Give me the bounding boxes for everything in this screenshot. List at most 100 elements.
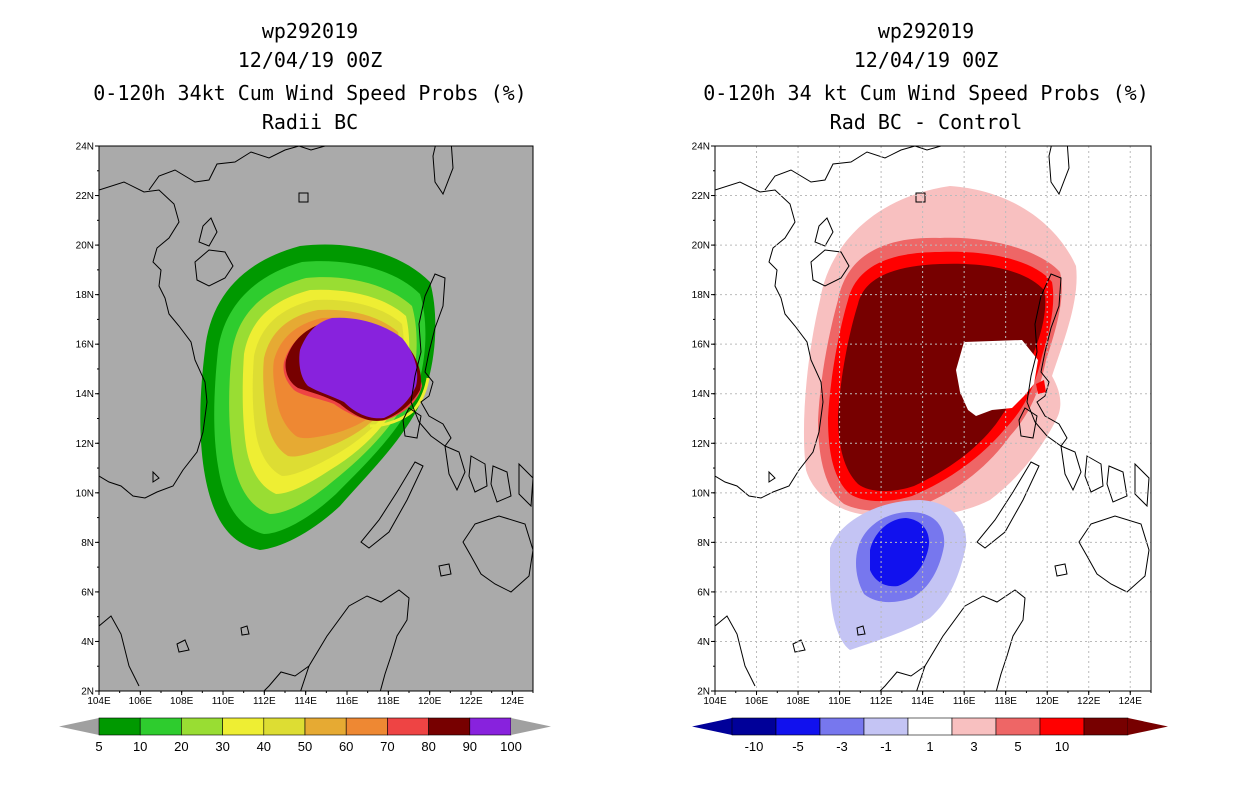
right-lat-label: 6N (697, 587, 710, 598)
right-contour-pos-small (1036, 380, 1046, 394)
right-colorbar-swatch (995, 717, 1041, 736)
left-colorbar-swatch (304, 717, 347, 736)
right-lon-label: 112E (870, 696, 893, 707)
left-colorbar-swatch (98, 717, 141, 736)
right-contour-neg-5 (870, 518, 930, 587)
right-lon-label: 118E (994, 696, 1017, 707)
left-title-product: 0-120h 34kt Cum Wind Speed Probs (%) (93, 81, 527, 105)
left-colorbar-high-arrow (511, 718, 551, 735)
left-lat-label: 24N (76, 142, 94, 153)
right-lat-label: 20N (692, 241, 710, 252)
left-contour-90-100 (299, 317, 418, 419)
left-colorbar-swatch (345, 717, 388, 736)
left-colorbar: 5 10 20 30 40 50 60 70 80 90 100 (59, 717, 551, 754)
left-colorbar-label: 100 (500, 739, 522, 754)
left-lat-label: 22N (76, 191, 94, 202)
right-map: 2N 4N 6N 8N 10N 12N 14N 16N 18N 20N 22N 24N 104E 106E… (692, 142, 1152, 707)
right-lon-label: 108E (786, 696, 810, 707)
right-colorbar-low-arrow (692, 718, 732, 735)
right-lat-label: 10N (692, 488, 710, 499)
left-lon-label: 122E (459, 696, 483, 707)
right-title: wp292019 12/04/19 00Z 0-120h 34 kt Cum W… (686, 17, 1166, 137)
right-colorbar-label: -10 (745, 739, 764, 754)
right-lat-label: 12N (692, 439, 710, 450)
left-lon-label: 118E (377, 696, 400, 707)
left-colorbar-label: 80 (421, 739, 435, 754)
right-colorbar-swatch (819, 717, 865, 736)
left-title-id: wp292019 (261, 19, 359, 43)
right-difference-field (715, 146, 1151, 691)
left-lon-label: 106E (129, 696, 153, 707)
left-colorbar-low-arrow (59, 718, 99, 735)
left-title-date: 12/04/19 00Z (237, 48, 383, 72)
right-lat-label: 4N (697, 637, 710, 648)
right-lon-label: 106E (745, 696, 769, 707)
left-colorbar-swatch (469, 717, 512, 736)
right-colorbar-swatch (1039, 717, 1085, 736)
right-colorbar-label: 1 (926, 739, 933, 754)
left-axis-ticks: 2N 4N 6N 8N 10N 12N 14N 16N 18N 20N 22N 24N 104E 106E… (76, 142, 534, 707)
left-colorbar-swatch (263, 717, 306, 736)
right-lat-label: 2N (697, 687, 710, 698)
right-colorbar-swatch (863, 717, 909, 736)
right-lon-label: 120E (1036, 696, 1060, 707)
left-lon-label: 104E (87, 696, 111, 707)
left-probability-field (99, 146, 533, 691)
right-title-id: wp292019 (877, 19, 975, 43)
left-colorbar-label: 30 (215, 739, 229, 754)
left-lon-label: 114E (294, 696, 317, 707)
left-lon-label: 124E (501, 696, 525, 707)
left-colorbar-swatch (139, 717, 182, 736)
left-lon-label: 112E (253, 696, 276, 707)
right-lon-label: 122E (1077, 696, 1101, 707)
left-colorbar-swatch (181, 717, 223, 736)
left-lat-label: 16N (76, 340, 94, 351)
right-colorbar-label: 3 (970, 739, 977, 754)
left-colorbar-label: 60 (339, 739, 353, 754)
right-colorbar-high-arrow (1128, 718, 1168, 735)
left-lat-label: 20N (76, 241, 94, 252)
right-lon-label: 116E (953, 696, 976, 707)
left-colorbar-label: 50 (298, 739, 312, 754)
right-hole-white (956, 340, 1038, 416)
right-title-subtitle: Rad BC - Control (829, 110, 1023, 134)
left-colorbar-label: 5 (95, 739, 102, 754)
right-title-date: 12/04/19 00Z (853, 48, 999, 72)
left-colorbar-label: 10 (133, 739, 147, 754)
right-lon-label: 114E (911, 696, 934, 707)
left-lon-label: 108E (170, 696, 194, 707)
right-lon-label: 110E (828, 696, 851, 707)
right-lat-label: 16N (692, 340, 710, 351)
left-lat-label: 8N (81, 538, 94, 549)
left-colorbar-label: 70 (380, 739, 394, 754)
right-colorbar-swatch (951, 717, 997, 736)
right-colorbar-label: 5 (1014, 739, 1021, 754)
right-title-product: 0-120h 34 kt Cum Wind Speed Probs (%) (703, 81, 1149, 105)
right-gridlines (715, 146, 1151, 691)
left-colorbar-swatch (428, 717, 471, 736)
right-colorbar-label: -3 (836, 739, 848, 754)
left-lon-label: 116E (336, 696, 359, 707)
left-colorbar-swatch (222, 717, 265, 736)
right-lon-label: 124E (1119, 696, 1143, 707)
right-axis-ticks: 2N 4N 6N 8N 10N 12N 14N 16N 18N 20N 22N 24N 104E 106E… (692, 142, 1152, 707)
left-lat-label: 10N (76, 488, 94, 499)
left-lat-label: 18N (76, 290, 94, 301)
right-lat-label: 14N (692, 389, 710, 400)
right-contour-pos-10 (838, 263, 1046, 492)
right-colorbar-label: 10 (1055, 739, 1069, 754)
left-title: wp292019 12/04/19 00Z 0-120h 34kt Cum Wi… (70, 17, 550, 137)
left-lat-label: 2N (81, 687, 94, 698)
left-lat-label: 12N (76, 439, 94, 450)
right-colorbar-swatch (731, 717, 777, 736)
right-colorbar-label: -5 (792, 739, 804, 754)
left-colorbar-swatch (387, 717, 429, 736)
left-colorbar-label: 90 (463, 739, 477, 754)
left-colorbar-label: 20 (174, 739, 188, 754)
right-lat-label: 24N (692, 142, 710, 153)
left-city-marker (298, 192, 309, 203)
right-colorbar-swatch (907, 717, 953, 736)
left-title-subtitle: Radii BC (261, 110, 359, 134)
left-map: 2N 4N 6N 8N 10N 12N 14N 16N 18N 20N 22N 24N 104E 106E… (76, 142, 534, 707)
